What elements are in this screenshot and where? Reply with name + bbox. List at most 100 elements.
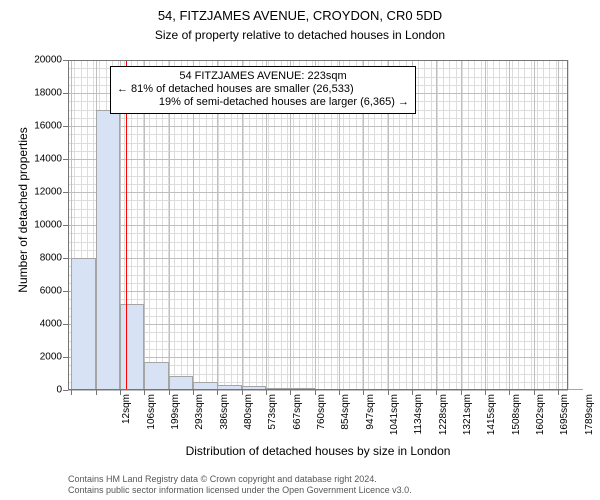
- y-tick-mark: [63, 258, 68, 259]
- x-tick-mark: [217, 390, 218, 395]
- x-tick-mark: [290, 390, 291, 395]
- x-axis-label: Distribution of detached houses by size …: [68, 444, 568, 458]
- histogram-bar: [485, 389, 510, 390]
- y-tick-mark: [63, 225, 68, 226]
- x-tick-mark: [388, 390, 389, 395]
- x-tick-mark: [412, 390, 413, 395]
- x-tick-label: 854sqm: [340, 394, 351, 444]
- x-tick-label: 1695sqm: [559, 394, 570, 444]
- x-tick-label: 293sqm: [194, 394, 205, 444]
- histogram-bar: [217, 385, 242, 390]
- x-tick-label: 573sqm: [267, 394, 278, 444]
- y-tick-mark: [63, 192, 68, 193]
- x-tick-label: 480sqm: [243, 394, 254, 444]
- x-tick-label: 1508sqm: [511, 394, 522, 444]
- x-tick-label: 1789sqm: [584, 394, 595, 444]
- y-tick-mark: [63, 390, 68, 391]
- minor-gridline-v: [568, 60, 569, 390]
- major-gridline-h: [68, 126, 568, 127]
- annotation-box: 54 FITZJAMES AVENUE: 223sqm ← 81% of det…: [110, 66, 416, 114]
- y-axis-label: Number of detached properties: [16, 50, 30, 370]
- histogram-bar: [509, 389, 534, 390]
- histogram-bar: [461, 389, 486, 390]
- histogram-bar: [71, 258, 96, 390]
- x-tick-label: 1228sqm: [438, 394, 449, 444]
- histogram-bar: [290, 388, 315, 390]
- x-tick-mark: [461, 390, 462, 395]
- x-tick-mark: [339, 390, 340, 395]
- x-tick-mark: [266, 390, 267, 395]
- y-tick-mark: [63, 291, 68, 292]
- major-gridline-h: [68, 159, 568, 160]
- major-gridline-v: [461, 60, 462, 390]
- x-tick-mark: [315, 390, 316, 395]
- credits-line1: Contains HM Land Registry data © Crown c…: [68, 474, 580, 485]
- histogram-bar: [534, 389, 559, 390]
- histogram-bar: [144, 362, 169, 390]
- histogram-bar: [339, 389, 364, 390]
- histogram-bar: [558, 389, 583, 390]
- x-tick-mark: [558, 390, 559, 395]
- major-gridline-v: [534, 60, 535, 390]
- plot-area: 54 FITZJAMES AVENUE: 223sqm ← 81% of det…: [68, 60, 568, 390]
- histogram-bar: [388, 389, 413, 390]
- histogram-bar: [266, 388, 291, 390]
- major-gridline-h: [68, 390, 568, 391]
- x-tick-mark: [509, 390, 510, 395]
- major-gridline-h: [68, 225, 568, 226]
- histogram-bar: [193, 382, 218, 390]
- x-tick-label: 12sqm: [121, 394, 132, 444]
- x-tick-mark: [169, 390, 170, 395]
- x-tick-label: 386sqm: [219, 394, 230, 444]
- credits: Contains HM Land Registry data © Crown c…: [68, 474, 580, 496]
- x-tick-mark: [120, 390, 121, 395]
- x-tick-mark: [96, 390, 97, 395]
- x-tick-label: 1134sqm: [413, 394, 424, 444]
- x-tick-mark: [436, 390, 437, 395]
- x-tick-label: 199sqm: [170, 394, 181, 444]
- x-tick-mark: [485, 390, 486, 395]
- histogram-bar: [96, 110, 121, 391]
- x-tick-label: 1321sqm: [462, 394, 473, 444]
- x-tick-mark: [363, 390, 364, 395]
- histogram-bar: [412, 389, 437, 390]
- x-tick-label: 1041sqm: [389, 394, 400, 444]
- histogram-bar: [315, 389, 340, 390]
- chart-root: 54, FITZJAMES AVENUE, CROYDON, CR0 5DD S…: [0, 0, 600, 500]
- major-gridline-h: [68, 291, 568, 292]
- histogram-bar: [169, 376, 194, 390]
- y-tick-mark: [63, 357, 68, 358]
- major-gridline-h: [68, 60, 568, 61]
- y-tick-mark: [63, 60, 68, 61]
- x-tick-mark: [144, 390, 145, 395]
- major-gridline-v: [509, 60, 510, 390]
- chart-subtitle: Size of property relative to detached ho…: [0, 28, 600, 42]
- x-tick-mark: [534, 390, 535, 395]
- histogram-bar: [363, 389, 388, 390]
- major-gridline-v: [485, 60, 486, 390]
- x-tick-label: 1415sqm: [486, 394, 497, 444]
- major-gridline-h: [68, 192, 568, 193]
- chart-title: 54, FITZJAMES AVENUE, CROYDON, CR0 5DD: [0, 8, 600, 23]
- credits-line2: Contains public sector information licen…: [68, 485, 580, 496]
- x-tick-label: 760sqm: [316, 394, 327, 444]
- x-tick-label: 947sqm: [365, 394, 376, 444]
- x-tick-mark: [71, 390, 72, 395]
- annotation-line1: 54 FITZJAMES AVENUE: 223sqm: [117, 70, 409, 83]
- major-gridline-v: [436, 60, 437, 390]
- x-tick-label: 667sqm: [292, 394, 303, 444]
- x-tick-label: 1602sqm: [535, 394, 546, 444]
- y-tick-mark: [63, 93, 68, 94]
- histogram-bar: [436, 389, 461, 390]
- histogram-bar: [242, 386, 267, 390]
- x-tick-mark: [242, 390, 243, 395]
- annotation-line2: ← 81% of detached houses are smaller (26…: [117, 83, 409, 96]
- y-tick-mark: [63, 126, 68, 127]
- annotation-line3: 19% of semi-detached houses are larger (…: [117, 96, 409, 109]
- y-tick-mark: [63, 159, 68, 160]
- histogram-bar: [120, 304, 145, 390]
- y-tick-mark: [63, 324, 68, 325]
- x-tick-label: 106sqm: [146, 394, 157, 444]
- major-gridline-h: [68, 258, 568, 259]
- major-gridline-v: [558, 60, 559, 390]
